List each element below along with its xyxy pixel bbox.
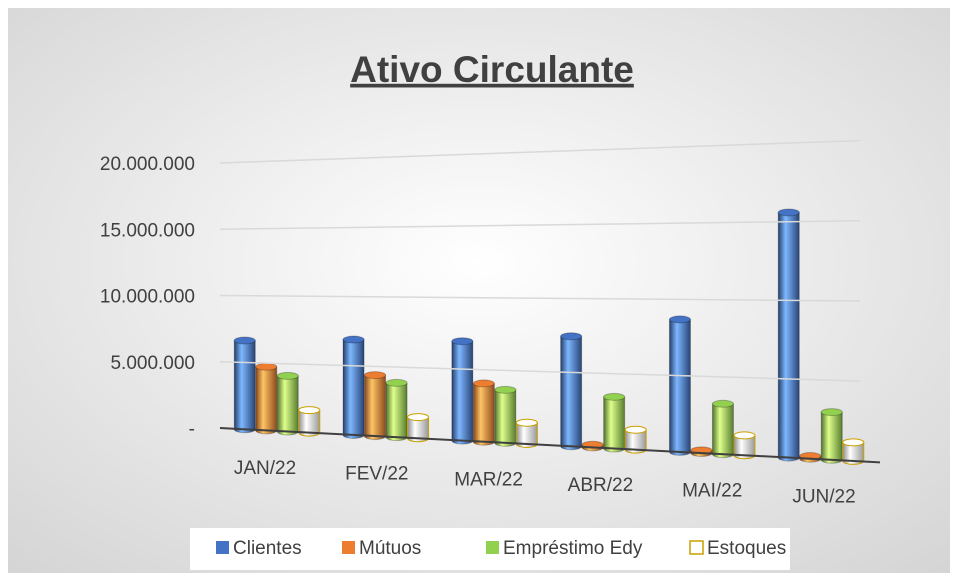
- bar: [820, 411, 843, 461]
- x-tick-label: MAR/22: [454, 469, 523, 490]
- bar: [668, 318, 691, 453]
- chart-title: Ativo Circulante: [350, 49, 634, 90]
- bar-top: [276, 371, 299, 380]
- bar-top: [515, 418, 538, 427]
- y-tick-label: 5.000.000: [110, 353, 195, 374]
- y-tick-label: 15.000.000: [100, 220, 195, 241]
- bar: [494, 389, 517, 444]
- axis-line: [219, 427, 881, 464]
- bar-top: [451, 337, 474, 346]
- x-tick-label: FEV/22: [345, 464, 408, 485]
- legend-label: Empréstimo Edy: [503, 538, 643, 559]
- legend-label: Mútuos: [359, 538, 421, 559]
- grid-line: [219, 139, 861, 164]
- x-tick-label: ABR/22: [568, 475, 633, 496]
- x-tick-label: MAI/22: [682, 481, 742, 502]
- bar-top: [494, 385, 517, 394]
- bar-top: [560, 332, 583, 341]
- legend-swatch: [486, 541, 499, 554]
- legend-swatch: [216, 541, 229, 554]
- legend-label: Clientes: [233, 538, 302, 559]
- grid-line: [219, 294, 861, 302]
- bar-top: [385, 378, 408, 387]
- bar: [364, 374, 387, 437]
- bar: [777, 211, 800, 459]
- bar: [233, 340, 256, 430]
- bar: [451, 340, 474, 442]
- bar-top: [342, 335, 365, 344]
- bar-top: [472, 379, 495, 388]
- legend-swatch: [342, 541, 355, 554]
- grid-line: [219, 361, 861, 382]
- grid-line: [219, 220, 861, 230]
- bar-top: [233, 336, 256, 345]
- x-tick-label: JAN/22: [234, 458, 296, 479]
- bar: [255, 366, 278, 431]
- bar: [385, 382, 408, 438]
- bar-top: [298, 406, 321, 415]
- x-tick-label: JUN/22: [792, 486, 855, 507]
- bar-top: [364, 371, 387, 380]
- bar-top: [668, 315, 691, 324]
- bar-top: [624, 425, 647, 434]
- bar-top: [407, 413, 430, 422]
- bar-top: [842, 438, 865, 447]
- bar-top: [603, 392, 626, 401]
- bar-top: [711, 399, 734, 408]
- bar-top: [733, 431, 756, 440]
- bar: [603, 396, 626, 449]
- bar-top: [777, 208, 800, 217]
- y-tick-label: 20.000.000: [100, 154, 195, 175]
- bar: [276, 375, 299, 433]
- legend-label: Estoques: [707, 538, 786, 559]
- y-tick-label: -: [189, 419, 195, 440]
- bar-top: [255, 362, 278, 371]
- bar-top: [820, 408, 843, 417]
- bar: [560, 335, 583, 447]
- y-tick-label: 10.000.000: [100, 287, 195, 308]
- bar: [711, 403, 734, 455]
- legend-swatch: [689, 540, 704, 555]
- bar: [342, 339, 365, 436]
- bar: [472, 382, 495, 443]
